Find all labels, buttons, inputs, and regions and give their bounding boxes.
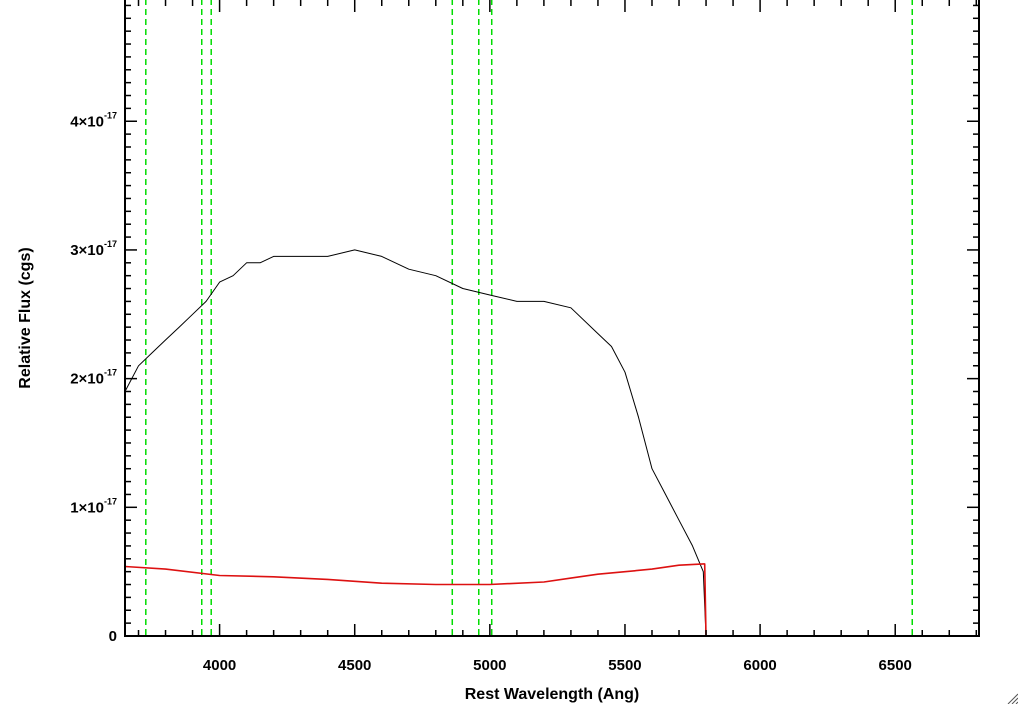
x-tick-label: 4500 bbox=[338, 657, 371, 674]
series-line-1 bbox=[124, 249, 979, 637]
y-tick-label: 0 bbox=[109, 628, 117, 645]
y-tick-label: 4×10-17 bbox=[70, 110, 117, 130]
x-tick-label: 4000 bbox=[203, 657, 236, 674]
x-tick-label: 5500 bbox=[608, 657, 641, 674]
y-axis-title: Relative Flux (cgs) bbox=[17, 247, 34, 388]
x-tick-labels: 4000 4500 5000 5500 6000 6500 bbox=[203, 657, 912, 674]
series-layer bbox=[124, 249, 979, 637]
y-tick-label: 2×10-17 bbox=[70, 368, 117, 388]
series-line-2 bbox=[124, 563, 979, 637]
y-tick-labels: 0 1×10-17 2×10-17 3×10-17 4×10-17 bbox=[70, 110, 117, 645]
x-tick-label: 5000 bbox=[473, 657, 506, 674]
resize-grip-icon[interactable] bbox=[1006, 692, 1018, 704]
y-tick-label: 1×10-17 bbox=[70, 496, 117, 516]
axis-ticks bbox=[125, 0, 979, 637]
emission-line-markers bbox=[145, 0, 913, 636]
x-axis-title: Rest Wavelength (Ang) bbox=[465, 686, 640, 703]
y-tick-label: 3×10-17 bbox=[70, 239, 117, 259]
x-tick-label: 6000 bbox=[743, 657, 776, 674]
plot-frame bbox=[124, 0, 980, 637]
x-tick-label: 6500 bbox=[879, 657, 912, 674]
